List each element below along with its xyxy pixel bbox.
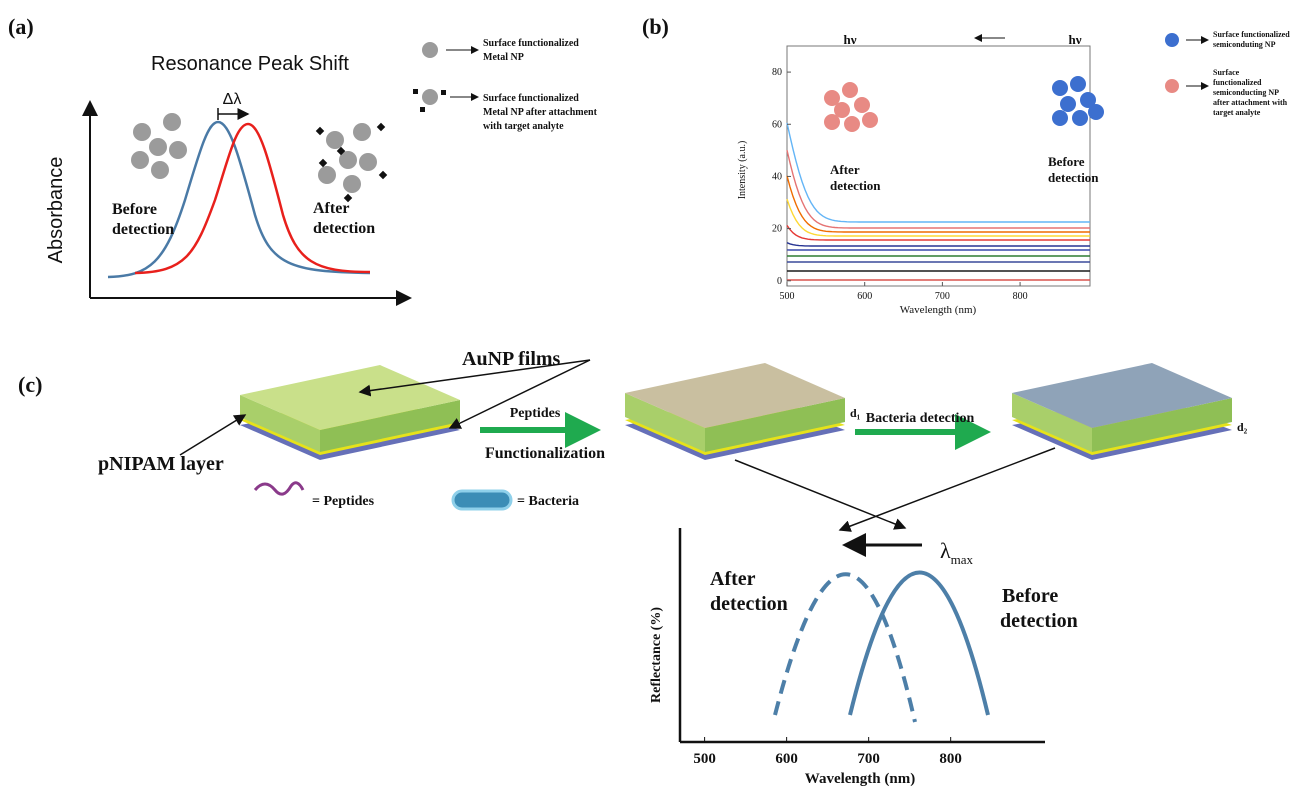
hv-label: hν bbox=[1068, 32, 1081, 47]
curve-before bbox=[848, 570, 990, 716]
bacteria-icon bbox=[451, 489, 513, 511]
panel-title: Resonance Peak Shift bbox=[151, 53, 349, 75]
step-label: Bacteria detection bbox=[866, 411, 975, 426]
lambda-sub: max bbox=[951, 552, 974, 567]
spectrum bbox=[786, 224, 1090, 241]
after-label: detection bbox=[830, 178, 881, 193]
peptide-icon bbox=[253, 481, 305, 496]
plot-frame bbox=[786, 45, 1091, 287]
step-label: Functionalization bbox=[485, 445, 605, 462]
lambda: λ bbox=[940, 538, 951, 563]
legend-text: Surface functionalized bbox=[483, 93, 579, 104]
before-label: detection bbox=[1000, 610, 1078, 632]
particles-before bbox=[131, 113, 187, 179]
after-label: After bbox=[830, 162, 860, 177]
film-stack bbox=[625, 363, 845, 460]
thickness-label: d₂ bbox=[1237, 420, 1248, 434]
legend-icon bbox=[422, 42, 438, 58]
spectrum bbox=[786, 149, 1090, 229]
legend-text: semiconducting NP bbox=[1213, 88, 1279, 97]
after-label: After bbox=[710, 568, 756, 590]
spectrum bbox=[786, 242, 1090, 247]
y-tick-label: 20 bbox=[772, 224, 782, 235]
spectrum bbox=[786, 122, 1090, 223]
pointer bbox=[179, 414, 247, 456]
before-label: Before bbox=[1002, 585, 1058, 607]
spectrum bbox=[786, 175, 1090, 233]
after-label: After bbox=[313, 200, 349, 217]
analytes bbox=[315, 122, 388, 203]
legend-text: Surface bbox=[1213, 68, 1240, 77]
legend-text: functionalized bbox=[1213, 78, 1262, 87]
pointer bbox=[358, 359, 591, 397]
hv-label: hν bbox=[843, 32, 856, 47]
before-label: detection bbox=[1048, 170, 1099, 185]
legend-text: after attachment with bbox=[1213, 98, 1288, 107]
y-tick-label: 0 bbox=[777, 276, 782, 287]
legend-text: target analyte bbox=[1213, 108, 1261, 117]
pointer bbox=[448, 359, 591, 429]
bacteria-legend: = Bacteria bbox=[517, 494, 579, 509]
curve-before bbox=[107, 120, 371, 279]
after-label: detection bbox=[710, 593, 788, 615]
legend-text: semiconduting NP bbox=[1213, 40, 1276, 49]
cluster-before bbox=[1052, 76, 1104, 126]
x-tick-label: 800 bbox=[1013, 291, 1028, 302]
legend-icon bbox=[1165, 79, 1179, 93]
x-tick-label: 700 bbox=[935, 291, 950, 302]
legend-text: Metal NP bbox=[483, 52, 524, 63]
before-label: detection bbox=[112, 221, 174, 238]
film-stack bbox=[240, 365, 460, 460]
y-tick-label: 80 bbox=[772, 67, 782, 78]
x-tick-label: 600 bbox=[857, 291, 872, 302]
layer-label: pNIPAM layer bbox=[98, 453, 224, 475]
x-label: Wavelength (nm) bbox=[805, 771, 915, 787]
spectra bbox=[786, 122, 1090, 281]
panel-label: (b) bbox=[642, 14, 669, 39]
y-label: Reflectance (%) bbox=[649, 607, 664, 703]
legend-text: Metal NP after attachment bbox=[483, 107, 598, 118]
film-stack bbox=[1012, 363, 1232, 460]
legend-icon bbox=[420, 107, 425, 112]
panel-label: (a) bbox=[8, 14, 34, 39]
films-label: AuNP films bbox=[462, 348, 561, 370]
x-label: Wavelength (nm) bbox=[900, 304, 977, 316]
legend-icon bbox=[422, 89, 438, 105]
spectrum bbox=[786, 198, 1090, 237]
y-tick-label: 40 bbox=[772, 171, 782, 182]
pointer bbox=[734, 459, 907, 530]
x-tick-label: 800 bbox=[939, 751, 962, 767]
y-label: Absorbance bbox=[45, 157, 67, 264]
panel-c: (c) AuNP films pNIPAM layer Peptides Fun… bbox=[18, 348, 1248, 787]
after-label: detection bbox=[313, 220, 375, 237]
x-tick-label: 500 bbox=[780, 291, 795, 302]
panel-a: (a) Resonance Peak Shift Absorbance Δλ B… bbox=[8, 14, 598, 306]
legend-text: Surface functionalized bbox=[483, 38, 579, 49]
x-tick-label: 500 bbox=[693, 751, 716, 767]
legend-icon bbox=[441, 90, 446, 95]
before-label: Before bbox=[112, 201, 157, 218]
peptides-legend: = Peptides bbox=[312, 494, 375, 509]
legend-text: Surface functionalized bbox=[1213, 30, 1290, 39]
pointer bbox=[838, 447, 1056, 532]
panel-b: (b) Intensity (a.u.) Wavelength (nm) hν … bbox=[642, 14, 1290, 316]
lambda-label: λmax bbox=[940, 538, 974, 567]
y-tick-label: 60 bbox=[772, 119, 782, 130]
legend-icon bbox=[1165, 33, 1179, 47]
cluster-after bbox=[824, 82, 878, 132]
before-label: Before bbox=[1048, 154, 1085, 169]
y-label: Intensity (a.u.) bbox=[737, 141, 748, 200]
curve-after bbox=[134, 122, 371, 275]
step-label: Peptides bbox=[510, 406, 561, 421]
x-tick-label: 700 bbox=[857, 751, 880, 767]
x-tick-label: 600 bbox=[775, 751, 798, 767]
thickness-label: d₁ bbox=[850, 406, 861, 420]
legend-text: with target analyte bbox=[483, 121, 564, 132]
shift-label: Δλ bbox=[223, 91, 242, 108]
particles-after bbox=[318, 123, 377, 193]
legend-icon bbox=[413, 89, 418, 94]
curve-after bbox=[773, 572, 917, 723]
panel-label: (c) bbox=[18, 372, 42, 397]
